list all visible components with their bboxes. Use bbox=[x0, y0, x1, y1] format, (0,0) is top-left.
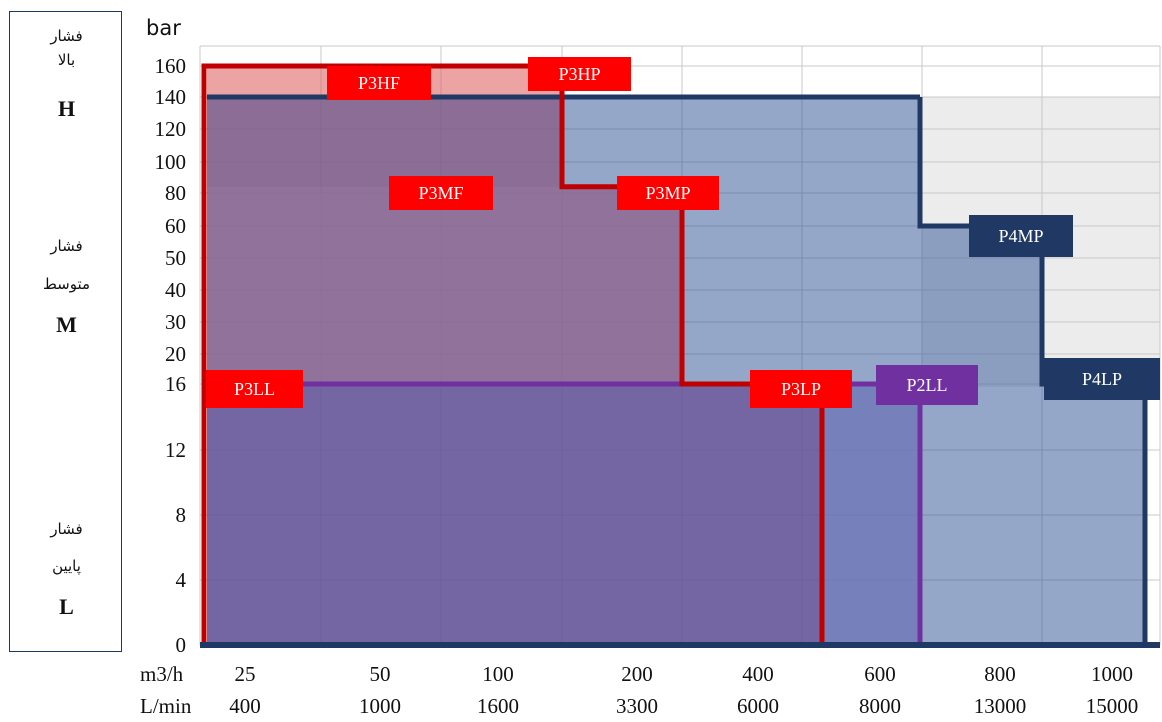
pressure-level-legend: فشار بالا H فشار متوسط M فشار پایین L bbox=[9, 11, 122, 652]
y-tick-label: 20 bbox=[165, 342, 186, 366]
series-label-P3LP: P3LP bbox=[750, 370, 852, 408]
series-label-P4MP: P4MP bbox=[969, 215, 1073, 257]
x-tick-label: 100 bbox=[482, 662, 514, 686]
P2-low-envelope bbox=[822, 384, 920, 645]
y-tick-label: 8 bbox=[175, 503, 187, 527]
x-tick-label: 8000 bbox=[859, 694, 901, 718]
y-tick-label: 4 bbox=[175, 568, 187, 592]
y-tick-label: 120 bbox=[154, 117, 187, 141]
series-label-P2LL: P2LL bbox=[876, 365, 978, 405]
y-tick-label: 30 bbox=[165, 310, 186, 334]
y-tick-label: 16 bbox=[165, 372, 186, 396]
high-pressure-fa-1: فشار bbox=[50, 27, 83, 45]
series-label-P3HF: P3HF bbox=[327, 66, 431, 100]
x-tick-label: 1000 bbox=[359, 694, 401, 718]
series-label-P3MF: P3MF bbox=[389, 176, 493, 210]
y-tick-label: 0 bbox=[175, 633, 187, 657]
x-tick-label: 800 bbox=[984, 662, 1016, 686]
high-pressure-fa-2: بالا bbox=[57, 51, 76, 69]
series-label-P3MP: P3MP bbox=[617, 176, 719, 210]
x-tick-label: 400 bbox=[229, 694, 261, 718]
y-tick-label: 160 bbox=[154, 54, 187, 78]
x-tick-label: 6000 bbox=[737, 694, 779, 718]
y-tick-label: 80 bbox=[165, 181, 186, 205]
x-row-label: m3/h bbox=[140, 662, 184, 686]
x-tick-label: 600 bbox=[864, 662, 896, 686]
x-tick-label: 200 bbox=[621, 662, 653, 686]
series-label-P4LP: P4LP bbox=[1044, 358, 1160, 400]
x-tick-label: 3300 bbox=[616, 694, 658, 718]
low-pressure-fa-2: پایین bbox=[52, 557, 81, 575]
medium-pressure-fa-1: فشار bbox=[50, 237, 83, 255]
y-tick-label: 50 bbox=[165, 246, 186, 270]
x-tick-label: 50 bbox=[369, 662, 391, 686]
low-pressure-fa-1: فشار bbox=[50, 520, 83, 538]
x-tick-label: 13000 bbox=[973, 694, 1027, 718]
x-tick-label: 15000 bbox=[1085, 694, 1139, 718]
y-tick-label: 100 bbox=[154, 150, 187, 174]
x-tick-label: 400 bbox=[742, 662, 774, 686]
x-row-label: L/min bbox=[140, 694, 192, 718]
y-tick-label: 60 bbox=[165, 214, 186, 238]
medium-pressure-letter: M bbox=[56, 312, 77, 337]
P3-medium-envelope bbox=[207, 186, 682, 384]
P3-envelope bbox=[207, 97, 682, 384]
x-tick-label: 1000 bbox=[1091, 662, 1133, 686]
medium-pressure-fa-2: متوسط bbox=[42, 275, 91, 293]
series-line-P4 bbox=[917, 97, 1148, 645]
P3-low-envelope bbox=[207, 384, 822, 645]
high-pressure-letter: H bbox=[57, 96, 76, 121]
series-label-P3HP: P3HP bbox=[528, 57, 631, 91]
x-tick-label: 1600 bbox=[477, 694, 519, 718]
x-tick-label: 25 bbox=[234, 662, 256, 686]
series-label-P3LL: P3LL bbox=[206, 370, 303, 408]
y-tick-label: 40 bbox=[165, 278, 186, 302]
y-tick-label: 12 bbox=[165, 438, 186, 462]
y-tick-label: 140 bbox=[154, 85, 187, 109]
low-pressure-letter: L bbox=[59, 594, 74, 619]
y-axis-unit: bar bbox=[146, 16, 181, 40]
